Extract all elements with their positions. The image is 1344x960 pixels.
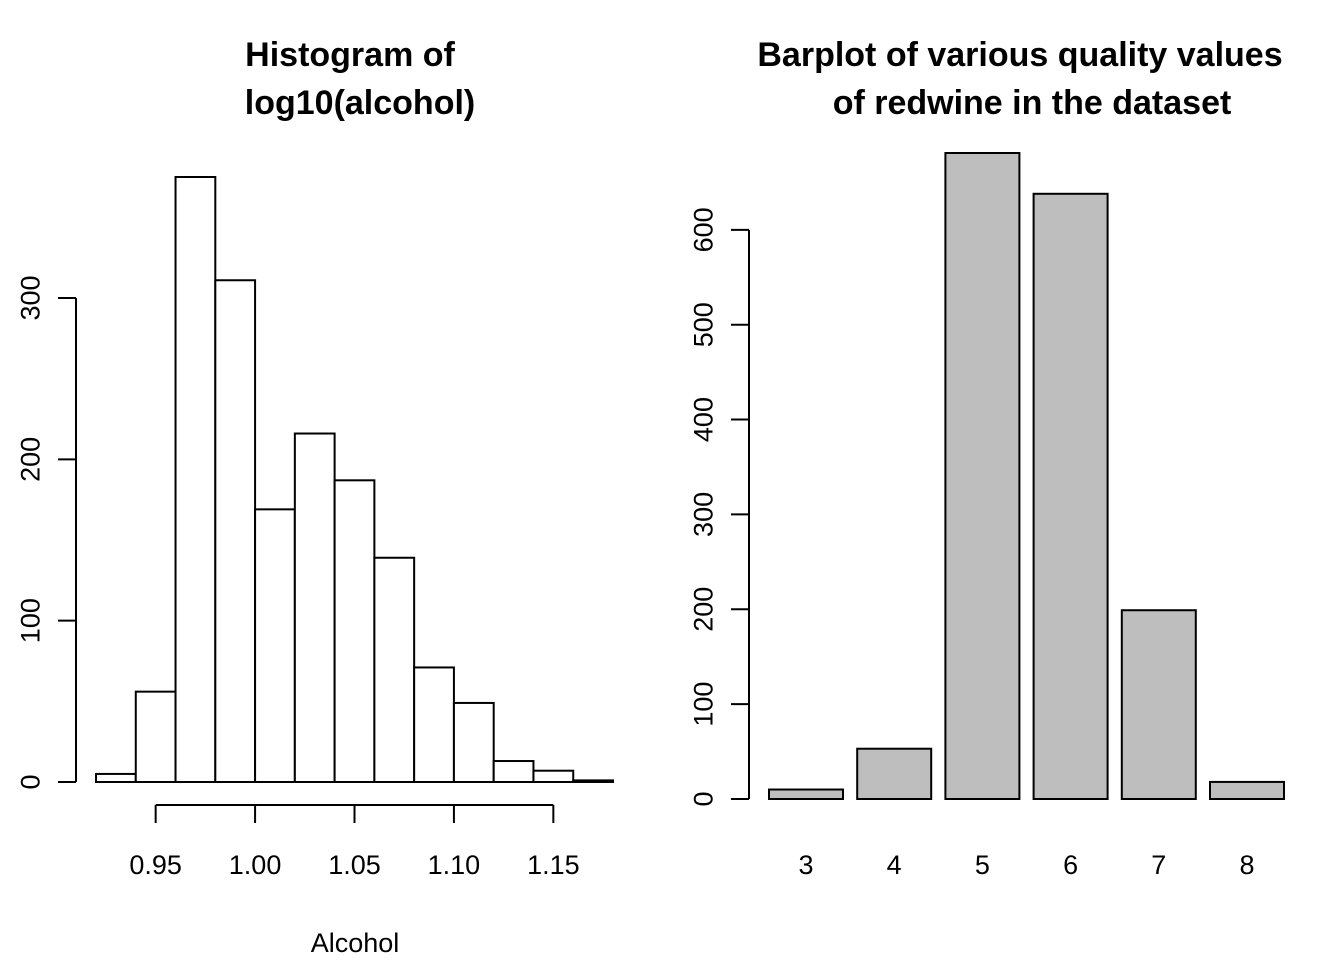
barplot-bar (1032, 192, 1109, 800)
barplot-category-label: 7 (1151, 850, 1166, 880)
histogram-bar (532, 769, 575, 783)
barplot-panel: Barplot of various quality values of red… (688, 36, 1285, 880)
histogram-y-tick-label: 300 (15, 275, 45, 320)
histogram-x-axis: 0.95 1.00 1.05 1.10 1.15 (129, 804, 580, 880)
histogram-bar (254, 508, 296, 783)
barplot-category-label: 8 (1239, 850, 1254, 880)
barplot-y-tick-label: 500 (688, 302, 718, 347)
barplot-category-labels: 3 4 5 6 7 8 (798, 850, 1254, 880)
histogram-x-axis-label: Alcohol (311, 928, 400, 958)
barplot-bar (944, 152, 1021, 800)
barplot-bar (1120, 609, 1197, 800)
histogram-x-tick-label: 1.05 (328, 850, 381, 880)
barplot-bars (768, 152, 1285, 801)
histogram-title-line-2: log10(alcohol) (245, 84, 475, 122)
histogram-y-axis: 0 100 200 300 (15, 275, 77, 790)
barplot-category-label: 5 (975, 850, 990, 880)
histogram-y-tick-label: 0 (15, 774, 45, 789)
barplot-title-line-1: Barplot of various quality values (757, 36, 1282, 74)
histogram-bar (413, 666, 455, 783)
barplot-y-tick-label: 400 (688, 397, 718, 442)
barplot-category-label: 4 (887, 850, 902, 880)
histogram-panel: Histogram of log10(alcohol) 0 100 200 300 0… (15, 36, 615, 958)
barplot-y-tick-label: 200 (688, 587, 718, 632)
histogram-bar (214, 279, 257, 783)
histogram-x-tick-label: 1.10 (428, 850, 481, 880)
histogram-bar (572, 779, 615, 783)
histogram-bar (174, 176, 217, 783)
histogram-bar (492, 760, 535, 784)
histogram-x-tick-label: 0.95 (129, 850, 182, 880)
histogram-y-tick-label: 200 (15, 437, 45, 482)
histogram-title-line-1: Histogram of (245, 36, 455, 74)
histogram-bar (373, 556, 416, 783)
barplot-bar (856, 747, 933, 801)
barplot-title-line-2: of redwine in the dataset (833, 84, 1232, 122)
barplot-y-axis: 0 100 200 300 400 500 600 (688, 207, 750, 807)
histogram-bar (452, 701, 495, 783)
histogram-bar (95, 772, 137, 784)
barplot-y-tick-label: 100 (688, 682, 718, 727)
barplot-category-label: 3 (798, 850, 813, 880)
histogram-y-tick-label: 100 (15, 598, 45, 643)
histogram-bars (95, 176, 615, 784)
histogram-x-tick-label: 1.00 (229, 850, 282, 880)
barplot-bar (768, 788, 844, 801)
histogram-x-tick-label: 1.15 (527, 850, 580, 880)
barplot-category-label: 6 (1063, 850, 1078, 880)
histogram-bar (134, 690, 177, 783)
barplot-y-tick-label: 300 (688, 492, 718, 537)
histogram-bar (293, 432, 336, 783)
barplot-bar (1209, 780, 1285, 800)
histogram-bar (333, 479, 376, 783)
barplot-y-tick-label: 0 (688, 791, 718, 806)
barplot-y-tick-label: 600 (688, 207, 718, 252)
